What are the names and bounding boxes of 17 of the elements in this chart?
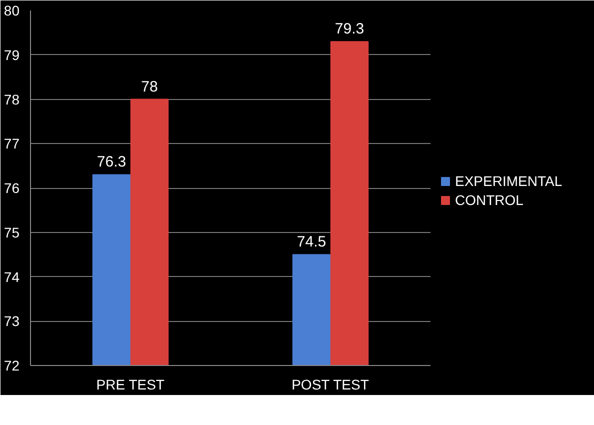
legend-label: EXPERIMENTAL <box>455 172 562 188</box>
y-tick-label: 74 <box>4 268 20 285</box>
data-label: 79.3 <box>334 20 364 38</box>
y-tick-label: 76 <box>4 180 20 196</box>
y-tick-label: 79 <box>4 46 20 63</box>
x-tick-label: PRE TEST <box>96 376 165 392</box>
legend-label: CONTROL <box>455 192 524 208</box>
y-tick-label: 73 <box>4 313 20 330</box>
data-label: 76.3 <box>96 154 126 171</box>
x-tick-label: POST TEST <box>292 376 370 392</box>
y-tick-label: 80 <box>4 2 20 18</box>
data-label: 74.5 <box>296 234 326 251</box>
y-tick-label: 77 <box>4 136 20 152</box>
y-tick-label: 72 <box>4 358 20 374</box>
data-label: 78 <box>141 78 158 96</box>
y-tick-label: 75 <box>4 224 20 240</box>
y-tick-label: 78 <box>4 91 20 108</box>
